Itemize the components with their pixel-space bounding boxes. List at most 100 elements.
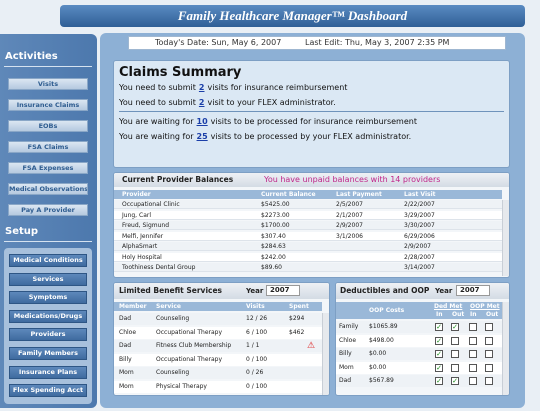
checkbox[interactable]	[469, 350, 477, 358]
nav-button[interactable]: Medical Observations	[8, 183, 88, 195]
claim-line: You are waiting for 10 visits to be proces…	[119, 117, 417, 126]
divider	[4, 241, 92, 242]
column-header: Spent	[289, 303, 309, 310]
nav-button[interactable]: Services	[9, 272, 87, 286]
nav-button[interactable]: EOBs	[8, 120, 88, 132]
count-link[interactable]: 10	[196, 117, 208, 126]
checkbox[interactable]	[469, 336, 477, 345]
column-group: Ded Met	[434, 303, 463, 310]
column-header: Member	[119, 303, 147, 310]
checkbox[interactable]	[451, 336, 459, 345]
cell: Freud, Sigmund	[122, 222, 170, 229]
cell: 3/14/2007	[404, 264, 435, 271]
year-label: Year	[246, 287, 264, 295]
nav-button[interactable]: FSA Expenses	[8, 162, 88, 174]
checkbox[interactable]: ✓	[451, 377, 459, 385]
table-row[interactable]: Billy Occupational Therapy 0 / 100	[114, 353, 322, 366]
nav-button[interactable]: Providers	[9, 328, 87, 342]
column-header: Current Balance	[261, 191, 316, 198]
cell: $284.63	[261, 243, 286, 250]
nav-button[interactable]: Medical Conditions	[9, 254, 87, 267]
checkbox[interactable]	[485, 363, 493, 372]
checkbox[interactable]	[469, 377, 477, 385]
nav-button[interactable]: Visits	[8, 78, 88, 90]
checkbox[interactable]	[451, 350, 459, 358]
cell: Dad	[119, 315, 132, 322]
table-row[interactable]: AlphaSmart $284.63 2/9/2007	[114, 242, 502, 251]
year-input[interactable]: 2007	[456, 285, 490, 296]
table-header: OOP Costs Ded Met OOP Met In Out In Out	[336, 302, 502, 319]
cell: 2/1/2007	[336, 211, 363, 219]
nav-button[interactable]: Medications/Drugs	[9, 309, 87, 323]
member: Mom	[339, 363, 354, 371]
checkbox[interactable]	[469, 363, 477, 372]
cost: $0.00	[369, 350, 387, 357]
checkbox[interactable]: ✓	[435, 377, 443, 385]
panel-title: Claims Summary	[119, 65, 242, 80]
table-row[interactable]: Toothiness Dental Group $89.60 3/14/2007	[114, 263, 502, 272]
count-link[interactable]: 2	[198, 98, 205, 107]
cell: $462	[289, 328, 305, 336]
count-link[interactable]: 2	[198, 83, 205, 92]
cell: Fitness Club Membership	[156, 342, 232, 349]
text: You need to submit	[119, 83, 196, 92]
table-row[interactable]: Holy Hospital $242.00 2/28/2007	[114, 252, 502, 262]
checkbox[interactable]	[485, 336, 493, 345]
cell: 3/29/2007	[404, 211, 435, 219]
scrollbar	[502, 200, 509, 276]
nav-button[interactable]: Flex Spending Acct	[9, 384, 87, 398]
text: You are waiting for	[119, 117, 194, 126]
cell: $242.00	[261, 253, 286, 261]
nav-button[interactable]: Insurance Plans	[9, 365, 87, 379]
table-row[interactable]: Occupational Clinic $5425.00 2/5/2007 2/22/…	[114, 200, 502, 209]
nav-button[interactable]: Pay A Provider	[8, 204, 88, 216]
cell: Physical Therapy	[156, 382, 207, 390]
nav-button[interactable]: Family Members	[9, 347, 87, 360]
cell: 3/30/2007	[404, 222, 435, 229]
text: You need to submit	[119, 98, 196, 107]
checkbox[interactable]	[485, 323, 493, 331]
table-header: Member Service Visits Spent	[114, 302, 322, 311]
checkbox[interactable]	[485, 350, 493, 358]
table-row[interactable]: Mom Physical Therapy 0 / 100	[114, 380, 322, 393]
table-row[interactable]: Mom Counseling 0 / 26	[114, 367, 322, 379]
panel-title: Limited Benefit Services	[119, 286, 223, 295]
column-header: Last Visit	[404, 191, 436, 198]
checkbox[interactable]	[469, 323, 477, 331]
table-row[interactable]: Family $1065.89 ✓ ✓	[336, 321, 502, 333]
nav-button[interactable]: FSA Claims	[8, 141, 88, 153]
count-link[interactable]: 25	[196, 132, 208, 141]
table-row[interactable]: Dad $567.89 ✓ ✓	[336, 375, 502, 387]
table-row[interactable]: Chloe Occupational Therapy 6 / 100 $462	[114, 326, 322, 339]
checkbox[interactable]	[485, 377, 493, 385]
cell: $5425.00	[261, 201, 290, 208]
table-row[interactable]: Billy $0.00 ✓	[336, 348, 502, 360]
table-row[interactable]: Dad Fitness Club Membership 1 / 1 ⚠	[114, 340, 322, 352]
panel-title: Current Provider Balances	[122, 175, 234, 184]
table-row[interactable]: Chloe $498.00 ✓	[336, 334, 502, 347]
checkbox[interactable]	[451, 363, 459, 372]
cost: $1065.89	[369, 323, 398, 330]
cell: Occupational Clinic	[122, 201, 180, 208]
cell: 0 / 100	[246, 355, 268, 363]
table-row[interactable]: Dad Counseling 12 / 26 $294	[114, 313, 322, 325]
table-row[interactable]: Mom $0.00 ✓	[336, 361, 502, 374]
title-bar: Current Provider Balances You have unpaid…	[114, 173, 509, 187]
table-row[interactable]: Melfi, Jennifer $307.40 3/1/2006 6/29/2006	[114, 231, 502, 241]
table-row[interactable]: Freud, Sigmund $1700.00 2/9/2007 3/30/2007	[114, 221, 502, 230]
nav-button[interactable]: Symptoms	[9, 291, 87, 305]
last-edit: Last Edit: Thu, May 3, 2007 2:35 PM	[305, 38, 450, 47]
checkbox[interactable]: ✓	[435, 350, 443, 358]
checkbox[interactable]: ✓	[451, 323, 459, 331]
checkbox[interactable]: ✓	[435, 323, 443, 331]
checkbox[interactable]: ✓	[435, 336, 443, 345]
cell: $2273.00	[261, 211, 290, 219]
cell: 12 / 26	[246, 315, 268, 322]
year-input[interactable]: 2007	[266, 285, 300, 296]
checkbox[interactable]: ✓	[435, 363, 443, 372]
cell: 1 / 1	[246, 342, 260, 349]
table-row[interactable]: Jung, Carl $2273.00 2/1/2007 3/29/2007	[114, 210, 502, 220]
cell: Holy Hospital	[122, 253, 162, 261]
nav-button[interactable]: Insurance Claims	[8, 99, 88, 111]
